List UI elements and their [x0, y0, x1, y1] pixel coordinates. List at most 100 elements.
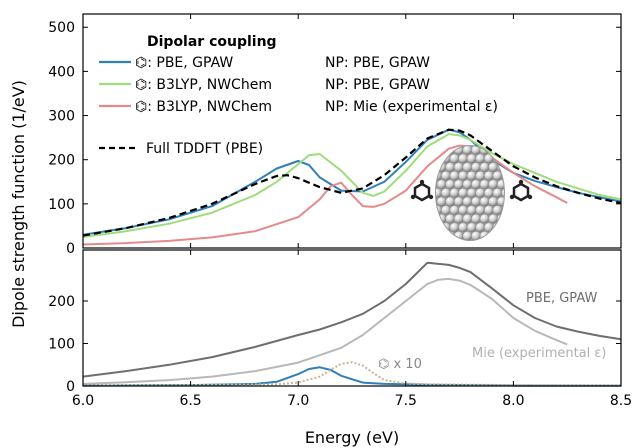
- nanoparticle-atom-66: [479, 196, 490, 207]
- nanoparticle-atom-54: [466, 188, 477, 198]
- legend-np-b3lyp-mie: NP: Mie (experimental ε): [325, 99, 498, 115]
- top-y-tick-label-2: 200: [48, 153, 75, 169]
- nanoparticle-atom-22: [445, 162, 456, 172]
- nanoparticle-atom-43: [453, 179, 464, 190]
- nanoparticle-atom-50: [436, 188, 443, 198]
- nanoparticle-atom-73: [458, 205, 468, 215]
- bottom-series-line-3: [82, 361, 622, 387]
- nanoparticle-atom-32: [449, 170, 460, 181]
- legend-title: Dipolar coupling: [147, 34, 277, 50]
- nanoparticle-atom-80: [436, 213, 438, 224]
- nanoparticle-atom-57: [492, 188, 503, 198]
- top-panel: 0 100 200 300 400 500 Dipolar coupling ⌬: PBE…: [48, 13, 622, 257]
- legend-label-full-tddft: Full TDDFT (PBE): [146, 141, 263, 157]
- nanoparticle-atom-100: [436, 231, 438, 240]
- right-molecule-icon: [509, 179, 533, 202]
- y-axis-label: Dipole strength function (1/eV): [9, 80, 28, 328]
- x-tick-label-3: 7.5: [395, 393, 417, 409]
- nanoparticle-atom-92: [449, 222, 460, 233]
- top-y-tick-label-1: 100: [48, 197, 75, 213]
- nanoparticle-atom-98: [501, 222, 504, 233]
- nanoparticle-atom-76: [484, 205, 494, 215]
- nanoparticle-atom-71: [441, 205, 451, 215]
- top-y-tick-label-5: 500: [48, 20, 75, 36]
- top-panel-frame: [82, 13, 622, 249]
- top-series-line-2: [82, 144, 568, 246]
- bottom-series-line-1: [82, 277, 568, 385]
- left-molecule-icon: [410, 179, 434, 202]
- nanoparticle-atom-51: [441, 188, 451, 198]
- annotation-molecule-x10: ⌬ x 10: [378, 357, 422, 372]
- legend-np-b3lyp-pbe: NP: PBE, GPAW: [325, 77, 430, 93]
- nanoparticle-atom-46: [479, 179, 490, 190]
- nanoparticle-atom-27: [488, 162, 499, 172]
- nanoparticle-atom-19: [510, 154, 519, 163]
- annotation-mie: Mie (experimental ε): [472, 346, 607, 361]
- nanoparticle-atom-104: [462, 231, 473, 240]
- nanoparticle-atom-9: [506, 145, 515, 154]
- nanoparticle-atom-75: [475, 205, 486, 215]
- nanoparticle-atom-34: [466, 170, 477, 181]
- legend-label-b3lyp-mie: ⌬: B3LYP, NWChem: [135, 99, 272, 115]
- nanoparticle-atom-108: [496, 231, 504, 240]
- nanoparticle-atom-14: [466, 153, 477, 164]
- nanoparticle-atom-81: [436, 213, 447, 224]
- nanoparticle-atom-26: [479, 162, 490, 172]
- nanoparticle-atom-44: [462, 179, 473, 190]
- nanoparticle-atom-16: [484, 153, 494, 164]
- nanoparticle-atom-87: [488, 213, 499, 224]
- nanoparticle-atom-8: [496, 146, 504, 155]
- nanoparticle-atom-62: [445, 196, 456, 207]
- nanoparticle-atom-90: [436, 222, 443, 233]
- nanoparticle-atom-102: [445, 231, 456, 240]
- legend-label-pbe-gpaw: ⌬: PBE, GPAW: [135, 55, 233, 71]
- nanoparticle-atom-53: [458, 188, 468, 198]
- nanoparticle-atom-55: [475, 188, 486, 198]
- bottom-panel: 0 100 200 6.0 6.5 7.0 7.5 8.0 8.5 PBE, GPAW Mie …: [48, 249, 632, 409]
- nanoparticle-atom-48: [496, 179, 504, 190]
- nanoparticle-atom-68: [496, 196, 504, 207]
- nanoparticle-atom-61: [436, 196, 447, 207]
- nanoparticle-atom-4: [462, 146, 473, 155]
- nanoparticle-atom-79: [510, 206, 519, 215]
- bottom-series-line-0: [82, 261, 622, 378]
- bottom-y-tick-label-2: 200: [48, 294, 75, 310]
- nanoparticle-atom-35: [475, 170, 486, 181]
- nanoparticle-atom-96: [484, 222, 494, 233]
- nanoparticle-atom-94: [466, 222, 477, 233]
- top-series-line-0: [82, 128, 622, 236]
- nanoparticle-atom-101: [436, 231, 447, 240]
- x-tick-label-0: 6.0: [72, 393, 94, 409]
- top-y-tick-label-3: 300: [48, 109, 75, 125]
- top-y-tick-label-4: 400: [48, 64, 75, 80]
- nanoparticle-atom-74: [466, 205, 477, 215]
- nanoparticle-atom-15: [475, 153, 486, 164]
- nanoparticle-atom-72: [449, 205, 460, 215]
- nanoparticle-atom-64: [462, 196, 473, 207]
- nanoparticle-inset-image: [410, 145, 533, 241]
- nanoparticle-atom-24: [462, 162, 473, 172]
- nanoparticle-atom-84: [462, 213, 473, 224]
- x-tick-label-4: 8.0: [502, 393, 524, 409]
- top-y-tick-label-0: 0: [66, 241, 75, 257]
- legend-label-b3lyp-pbe: ⌬: B3LYP, NWChem: [135, 77, 272, 93]
- nanoparticle-atom-65: [471, 196, 481, 207]
- nanoparticle-atom-52: [449, 188, 460, 198]
- x-tick-label-2: 7.0: [287, 393, 309, 409]
- nanoparticle-atom-0: [436, 146, 438, 155]
- nanoparticle-atom-85: [471, 213, 481, 224]
- nanoparticle-atom-89: [506, 214, 515, 223]
- nanoparticle-atom-107: [488, 231, 499, 240]
- bottom-y-tick-label-0: 0: [66, 379, 75, 395]
- nanoparticle-atom-95: [475, 222, 486, 233]
- nanoparticle-atom-86: [479, 213, 490, 224]
- nanoparticle-atom-25: [471, 162, 481, 172]
- nanoparticle-atom-67: [488, 196, 499, 207]
- nanoparticle-atom-56: [484, 188, 494, 198]
- nanoparticle-atom-63: [453, 196, 464, 207]
- legend: Dipolar coupling ⌬: PBE, GPAW NP: PBE, G…: [99, 34, 498, 157]
- nanoparticle-atom-58: [501, 188, 504, 198]
- annotation-pbe-gpaw: PBE, GPAW: [526, 291, 598, 306]
- legend-np-pbe-gpaw: NP: PBE, GPAW: [325, 55, 430, 71]
